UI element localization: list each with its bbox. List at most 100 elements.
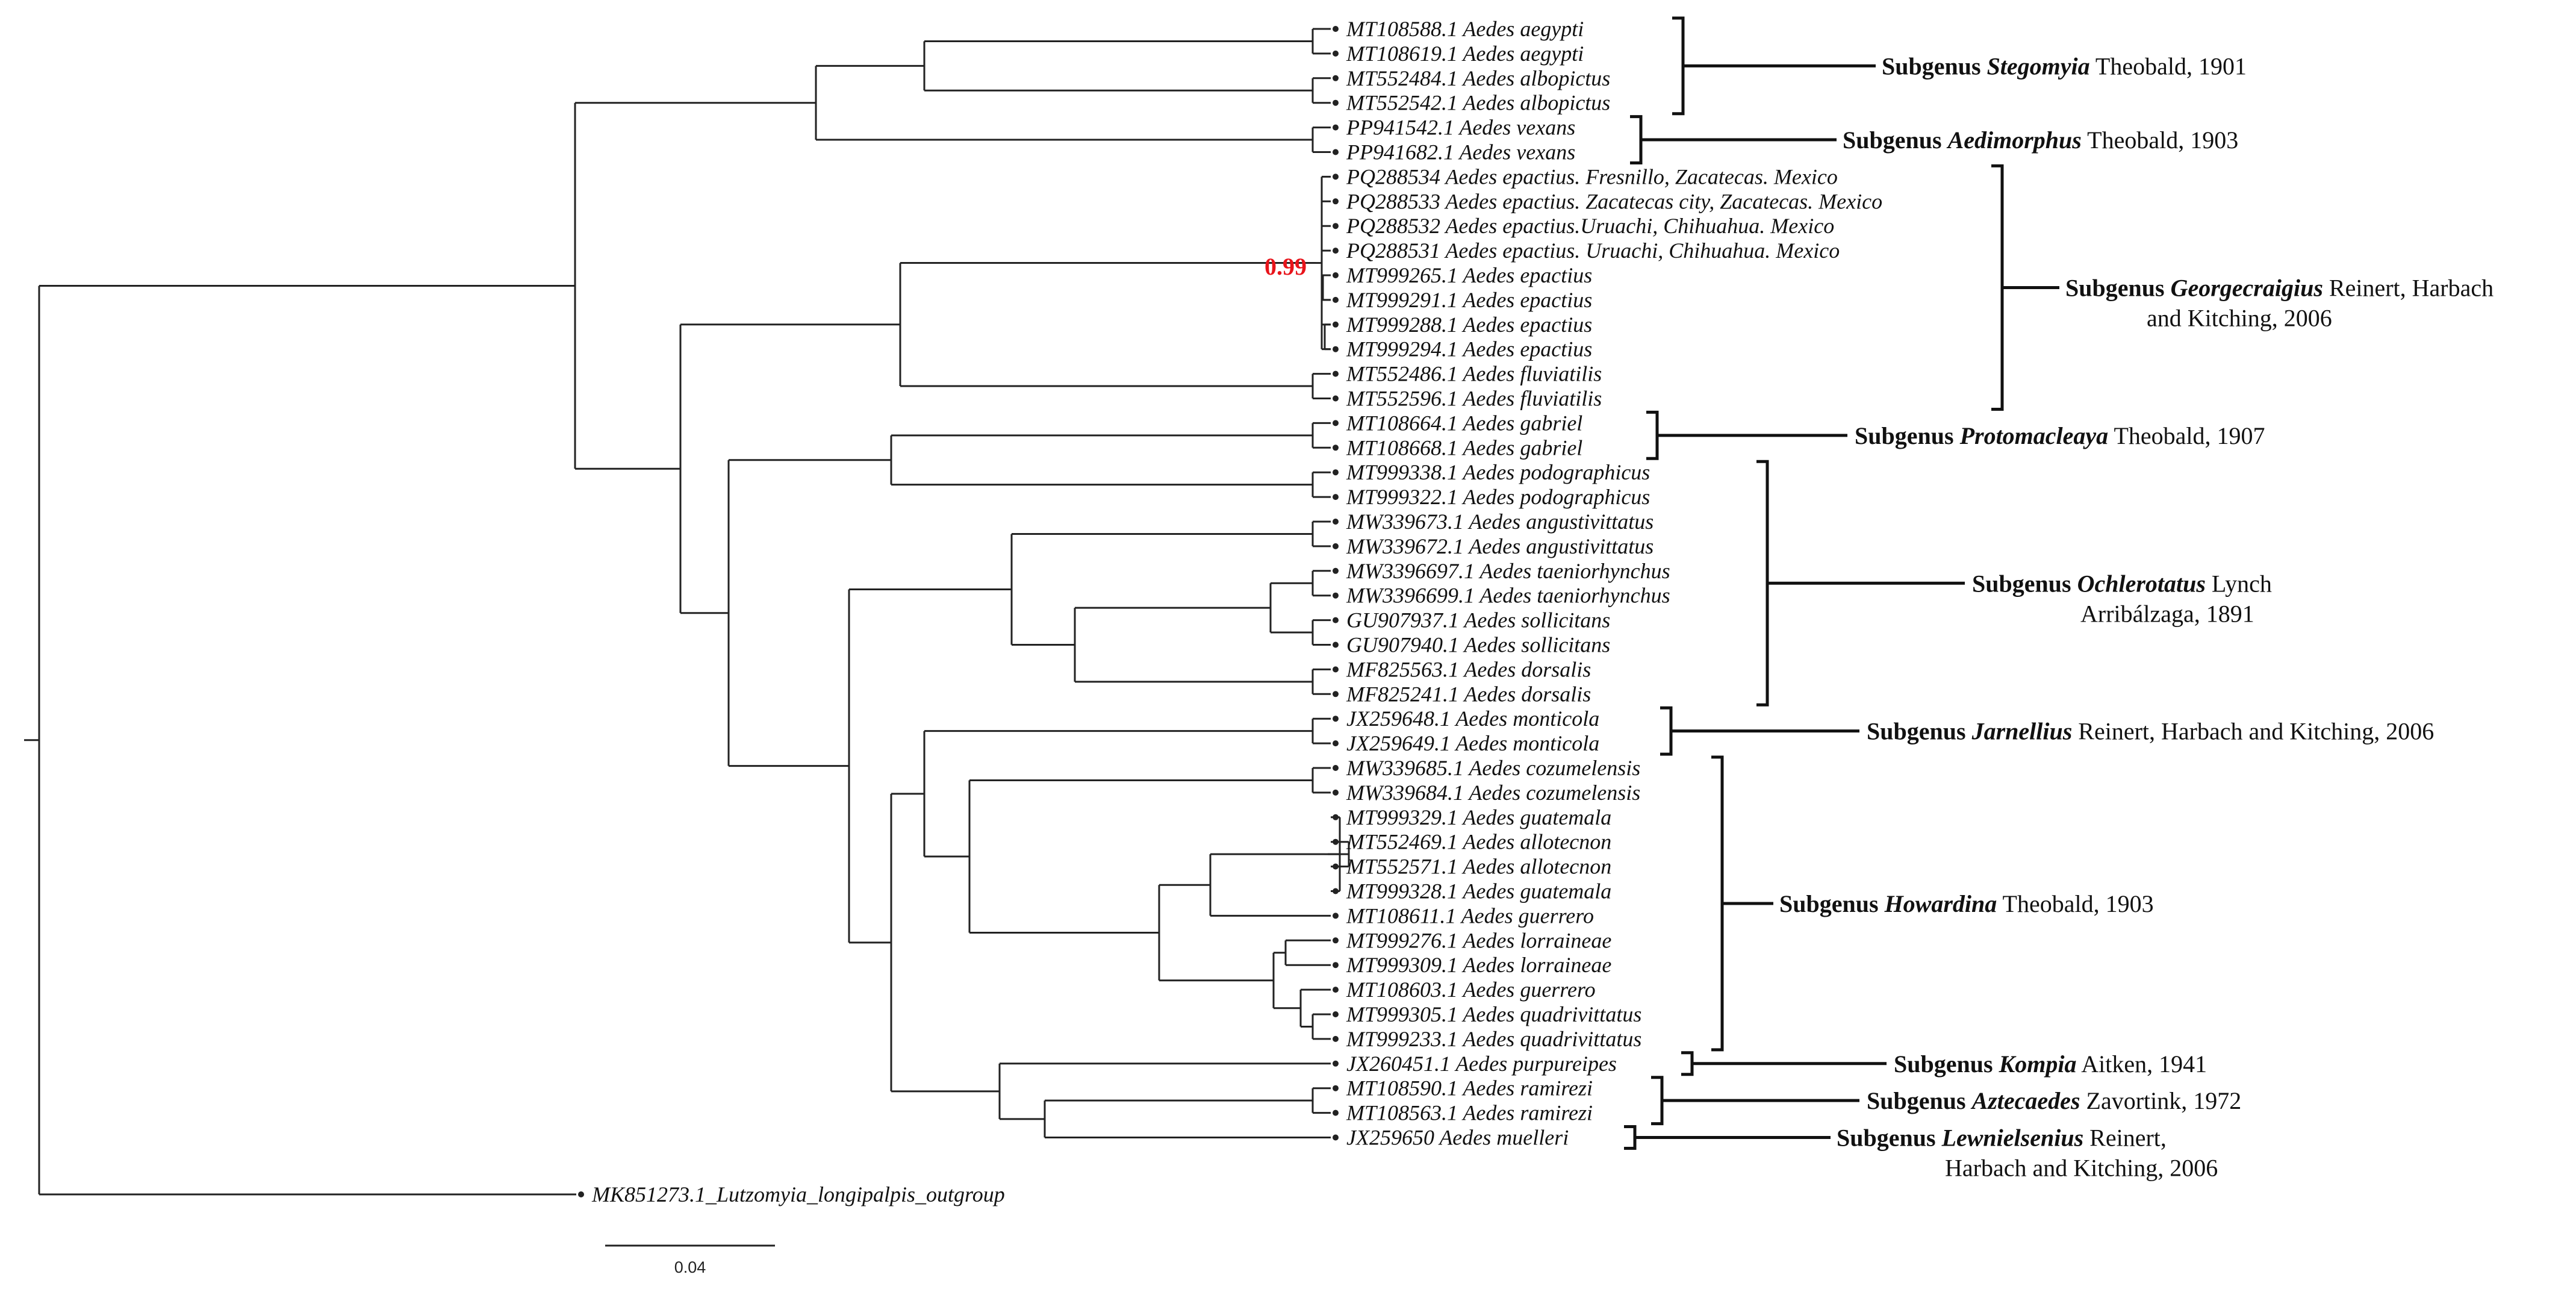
tip-dot [1333,26,1339,32]
subgenus-bracket [1624,1125,1637,1150]
subgenus-name: Georgecraigius [2171,274,2323,301]
tip-dot [1333,173,1339,180]
tip-dot [1333,987,1339,993]
tip-label: JX259650 Aedes muelleri [1346,1126,1569,1150]
tip-dot [1333,1109,1339,1116]
subgenus-bracket [1711,755,1724,1052]
tip-dots [578,26,1339,1197]
tip-dot [1333,617,1339,623]
subgenus-label: Subgenus Aztecaedes Zavortink, 1972 [1867,1087,2241,1114]
subgenus-author: Aitken, 1941 [2076,1050,2207,1078]
tip-dot [1333,296,1339,303]
subgenus-author-line2: Harbach and Kitching, 2006 [1945,1155,2218,1182]
subgenus-author-line2: Arribálzaga, 1891 [2080,600,2254,627]
tip-dot [1333,863,1339,870]
tip-label: GU907940.1 Aedes sollicitans [1346,633,1610,657]
tip-label: MT552542.1 Aedes albopictus [1346,91,1610,115]
tip-label: MT999329.1 Aedes guatemala [1346,805,1611,829]
subgenus-bracket [1681,1051,1694,1076]
subgenus-name: Kompia [1999,1050,2077,1078]
subgenus-author: Lynch [2206,570,2272,597]
tip-label: PP941542.1 Aedes vexans [1346,116,1575,140]
tip-label: MW3396697.1 Aedes taeniorhynchus [1346,559,1670,583]
tip-dot [1333,248,1339,254]
tip-label: MT999338.1 Aedes podographicus [1346,460,1650,484]
subgenus-bracket [1646,410,1659,460]
tree-branches [24,28,1350,1196]
tip-dot [1333,691,1339,697]
tip-dot [1333,149,1339,155]
tip-label: PQ288531 Aedes epactius. Uruachi, Chihua… [1346,239,1840,263]
subgenus-prefix: Subgenus [1867,1087,1972,1114]
tip-dot [1333,420,1339,426]
tip-dot [1333,592,1339,599]
subgenus-name: Aedimorphus [1946,126,2082,154]
subgenus-bracket [1660,706,1673,756]
tip-dot [1333,838,1339,845]
tip-label: MT108590.1 Aedes ramirezi [1346,1076,1593,1100]
subgenus-prefix: Subgenus [2065,274,2171,301]
tip-label: MT999276.1 Aedes lorraineae [1346,928,1611,952]
tip-label: PP941682.1 Aedes vexans [1346,140,1575,164]
tip-label: MT999265.1 Aedes epactius [1346,263,1592,287]
subgenus-author-line2: and Kitching, 2006 [2147,304,2332,331]
tip-dot [1333,272,1339,278]
subgenus-author: Theobald, 1903 [2082,126,2238,154]
tip-label: MT999288.1 Aedes epactius [1346,313,1592,337]
scale-bar-label: 0.04 [674,1258,706,1276]
tip-dot [1333,198,1339,205]
subgenus-bracket [1630,115,1643,164]
tip-label: MT108588.1 Aedes aegypti [1346,17,1584,41]
tip-label: MW339684.1 Aedes cozumelensis [1346,781,1640,805]
subgenus-author: Reinert, [2083,1125,2167,1152]
subgenus-label: Subgenus Kompia Aitken, 1941 [1894,1050,2207,1078]
tip-label: MT108603.1 Aedes guerrero [1346,978,1596,1002]
subgenus-name: Stegomyia [1987,52,2090,80]
tip-dot [1333,567,1339,574]
tip-label: MT999291.1 Aedes epactius [1346,288,1592,312]
subgenus-bracket [1651,1076,1664,1126]
subgenus-prefix: Subgenus [1779,890,1885,917]
subgenus-author: Zavortink, 1972 [2080,1087,2242,1114]
subgenus-bracket [1991,164,2004,411]
tip-dot [1333,346,1339,352]
tip-dot [1333,740,1339,747]
tip-label: MT999328.1 Aedes guatemala [1346,879,1611,903]
subgenus-author: Reinert, Harbach and Kitching, 2006 [2072,718,2434,745]
tip-dot [1333,789,1339,796]
tip-dot [1333,395,1339,402]
tip-dot [1333,641,1339,648]
tip-dot [1333,1035,1339,1042]
subgenus-label: Subgenus Protomacleaya Theobald, 1907 [1855,422,2265,449]
tip-dot [1333,543,1339,549]
tip-label: MT552469.1 Aedes allotecnon [1346,830,1611,854]
subgenus-bracket [1672,16,1685,116]
tip-dot [1333,913,1339,919]
subgenus-author: Theobald, 1903 [1997,890,2153,917]
subgenus-prefix: Subgenus [1882,52,1987,80]
tip-dot [1333,1134,1339,1141]
subgenus-prefix: Subgenus [1972,570,2077,597]
tip-dot [1333,370,1339,377]
tip-label: MT999305.1 Aedes quadrivittatus [1346,1002,1641,1026]
tip-label: MW339672.1 Aedes angustivittatus [1346,534,1654,558]
tip-dot [1333,519,1339,525]
tip-label: MT552571.1 Aedes allotecnon [1346,855,1611,879]
subgenus-name: Howardina [1884,890,1997,917]
subgenus-author: Theobald, 1907 [2108,422,2265,449]
tip-dot [578,1191,584,1197]
tip-label: MT999294.1 Aedes epactius [1346,337,1592,361]
subgenus-name: Lewnielsenius [1941,1125,2084,1152]
tip-dot [1333,1060,1339,1067]
tip-dot [1333,962,1339,969]
subgenus-label: Subgenus Howardina Theobald, 1903 [1779,890,2154,917]
tip-dot [1333,666,1339,673]
subgenus-label: Subgenus Stegomyia Theobald, 1901 [1882,52,2247,80]
tip-label: MF825563.1 Aedes dorsalis [1346,657,1591,681]
tip-label: PQ288534 Aedes epactius. Fresnillo, Zaca… [1346,164,1838,189]
tip-dot [1333,937,1339,944]
tip-label: MW339673.1 Aedes angustivittatus [1346,510,1654,534]
tip-label: MW3396699.1 Aedes taeniorhynchus [1346,584,1670,608]
subgenus-label: Subgenus Jarnellius Reinert, Harbach and… [1867,718,2434,745]
